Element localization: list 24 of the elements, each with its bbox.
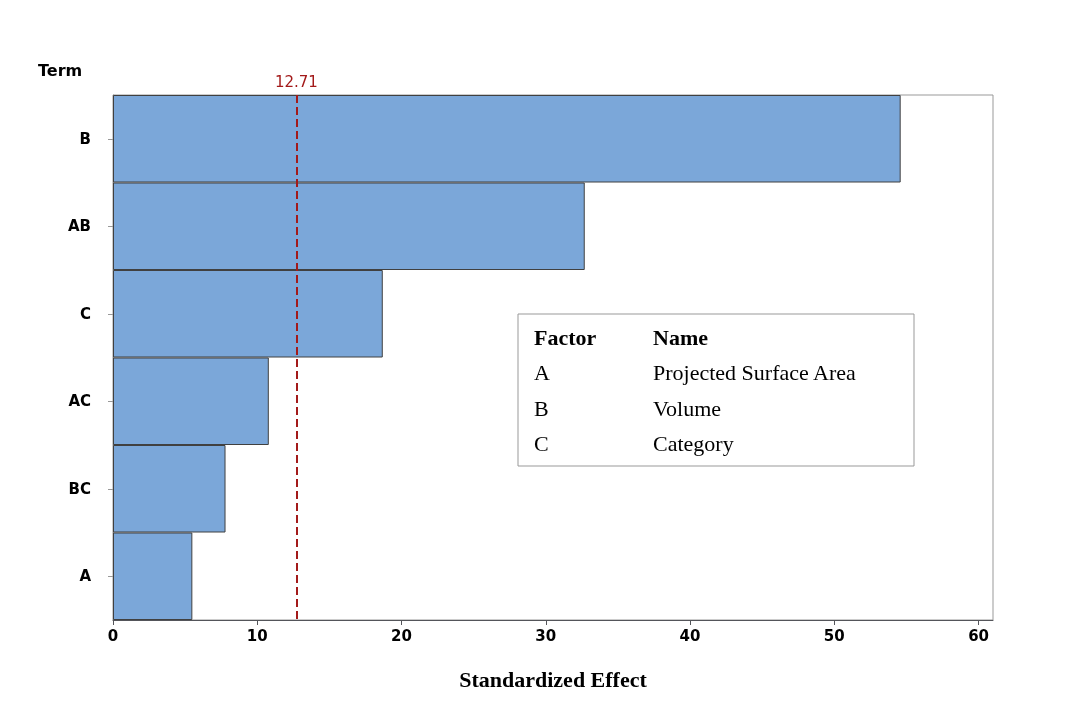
annotation: Projected Surface Area	[653, 360, 857, 385]
y-axis-title: Term	[38, 60, 83, 80]
annotation: A	[534, 360, 550, 385]
x-tick-label: 0	[107, 626, 119, 645]
x-axis-title: Standardized Effect	[459, 666, 648, 692]
x-tick-label: 50	[823, 626, 845, 645]
annotation: B	[534, 395, 549, 421]
annotation: Volume	[653, 395, 722, 421]
annotation: Category	[653, 431, 734, 456]
y-tick-label: AB	[67, 217, 91, 236]
x-tick-label: 30	[535, 626, 557, 645]
x-tick-label: 60	[968, 626, 990, 645]
x-tick-label: 40	[679, 626, 701, 645]
y-tick-label: AC	[68, 392, 91, 411]
y-tick-label: A	[79, 567, 92, 586]
x-tick-label: 10	[246, 626, 268, 645]
y-tick-label: BC	[68, 479, 91, 498]
annotation: Factor	[534, 324, 597, 350]
annotation: Name	[653, 324, 709, 350]
ref-line-label: 12.71	[274, 72, 318, 91]
y-tick-label: C	[79, 304, 91, 323]
y-tick-label: B	[79, 129, 91, 148]
x-tick-label: 20	[391, 626, 412, 645]
annotation: C	[534, 431, 549, 456]
